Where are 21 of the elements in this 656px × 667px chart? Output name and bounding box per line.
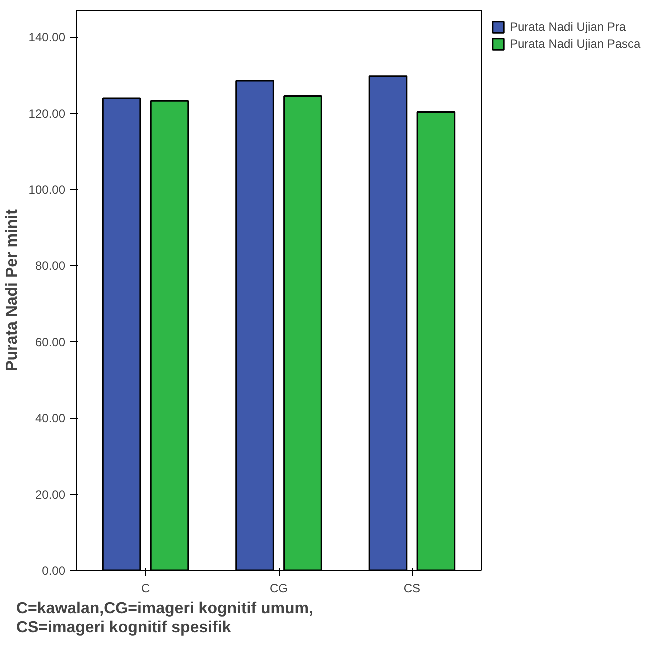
x-tick-label: CS <box>404 582 421 596</box>
bar <box>416 111 456 570</box>
y-tick-label: 80.00 <box>35 259 66 274</box>
bar <box>236 80 274 570</box>
x-tick-label: C <box>141 582 150 596</box>
y-tick-label: 60.00 <box>35 335 66 350</box>
legend-label: Purata Nadi Ujian Pasca <box>510 37 641 51</box>
bar <box>368 76 408 570</box>
y-tick-label: 120.00 <box>28 106 66 121</box>
bar <box>284 95 322 570</box>
y-tick-label: 20.00 <box>35 488 66 502</box>
bar <box>150 100 190 570</box>
y-axis-title: Purata Nadi Per minit <box>4 208 21 372</box>
y-tick-label: 0.00 <box>42 564 66 578</box>
y-tick-label: 100.00 <box>28 183 66 198</box>
x-tick-label: CG <box>270 582 288 596</box>
legend-label: Purata Nadi Ujian Pra <box>510 20 626 34</box>
y-tick-label: 40.00 <box>35 412 66 426</box>
y-tick-label: 140.00 <box>28 30 66 45</box>
x-axis-title: C=kawalan,CG=imageri kognitif umum, CS=imageri kognitif spesifik <box>16 600 314 636</box>
bar <box>102 98 142 570</box>
